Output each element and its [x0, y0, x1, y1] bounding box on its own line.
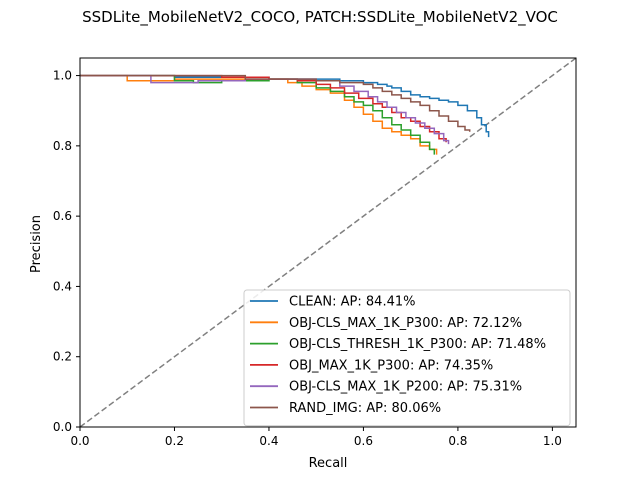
legend-label-6: RAND_IMG: AP: 80.06%: [289, 401, 441, 416]
y-tick-label: 1.0: [53, 69, 72, 83]
x-tick-label: 0.6: [354, 434, 373, 448]
y-tick-label: 0.0: [53, 420, 72, 434]
y-tick-label: 0.4: [53, 279, 72, 293]
diagonal-reference-line: [79, 57, 577, 428]
legend-box: [243, 289, 571, 427]
chart-title: SSDLite_MobileNetV2_COCO, PATCH:SSDLite_…: [82, 8, 558, 27]
y-axis-label: Precision: [29, 215, 44, 273]
x-tick-label: 0.4: [259, 434, 278, 448]
series-line-6: [80, 74, 471, 132]
series-line-1: [80, 74, 490, 138]
legend-label-2: OBJ-CLS_MAX_1K_P300: AP: 72.12%: [289, 316, 522, 331]
x-tick-label: 0.0: [70, 434, 89, 448]
series-line-2: [80, 74, 438, 155]
legend-label-3: OBJ-CLS_THRESH_1K_P300: AP: 71.48%: [289, 337, 546, 352]
y-tick-label: 0.6: [53, 209, 72, 223]
series-line-3: [80, 74, 436, 155]
y-tick-label: 0.2: [53, 350, 72, 364]
y-tick-label: 0.8: [53, 139, 72, 153]
x-tick-label: 0.8: [448, 434, 467, 448]
legend-label-1: CLEAN: AP: 84.41%: [289, 295, 415, 310]
x-tick-label: 0.2: [165, 434, 184, 448]
legend-label-5: OBJ-CLS_MAX_1K_P200: AP: 75.31%: [289, 380, 522, 395]
legend-label-4: OBJ_MAX_1K_P300: AP: 74.35%: [289, 358, 493, 373]
plot-frame: [79, 57, 577, 428]
x-axis-label: Recall: [309, 456, 348, 471]
series-line-5: [80, 74, 450, 145]
plot-area: 0.0 0.2 0.4 0.6 0.8 1.0 0.0 0.2 0.4 0.6 0.8 1.0 CLEA…: [53, 57, 577, 448]
x-tick-label: 1.0: [543, 434, 562, 448]
